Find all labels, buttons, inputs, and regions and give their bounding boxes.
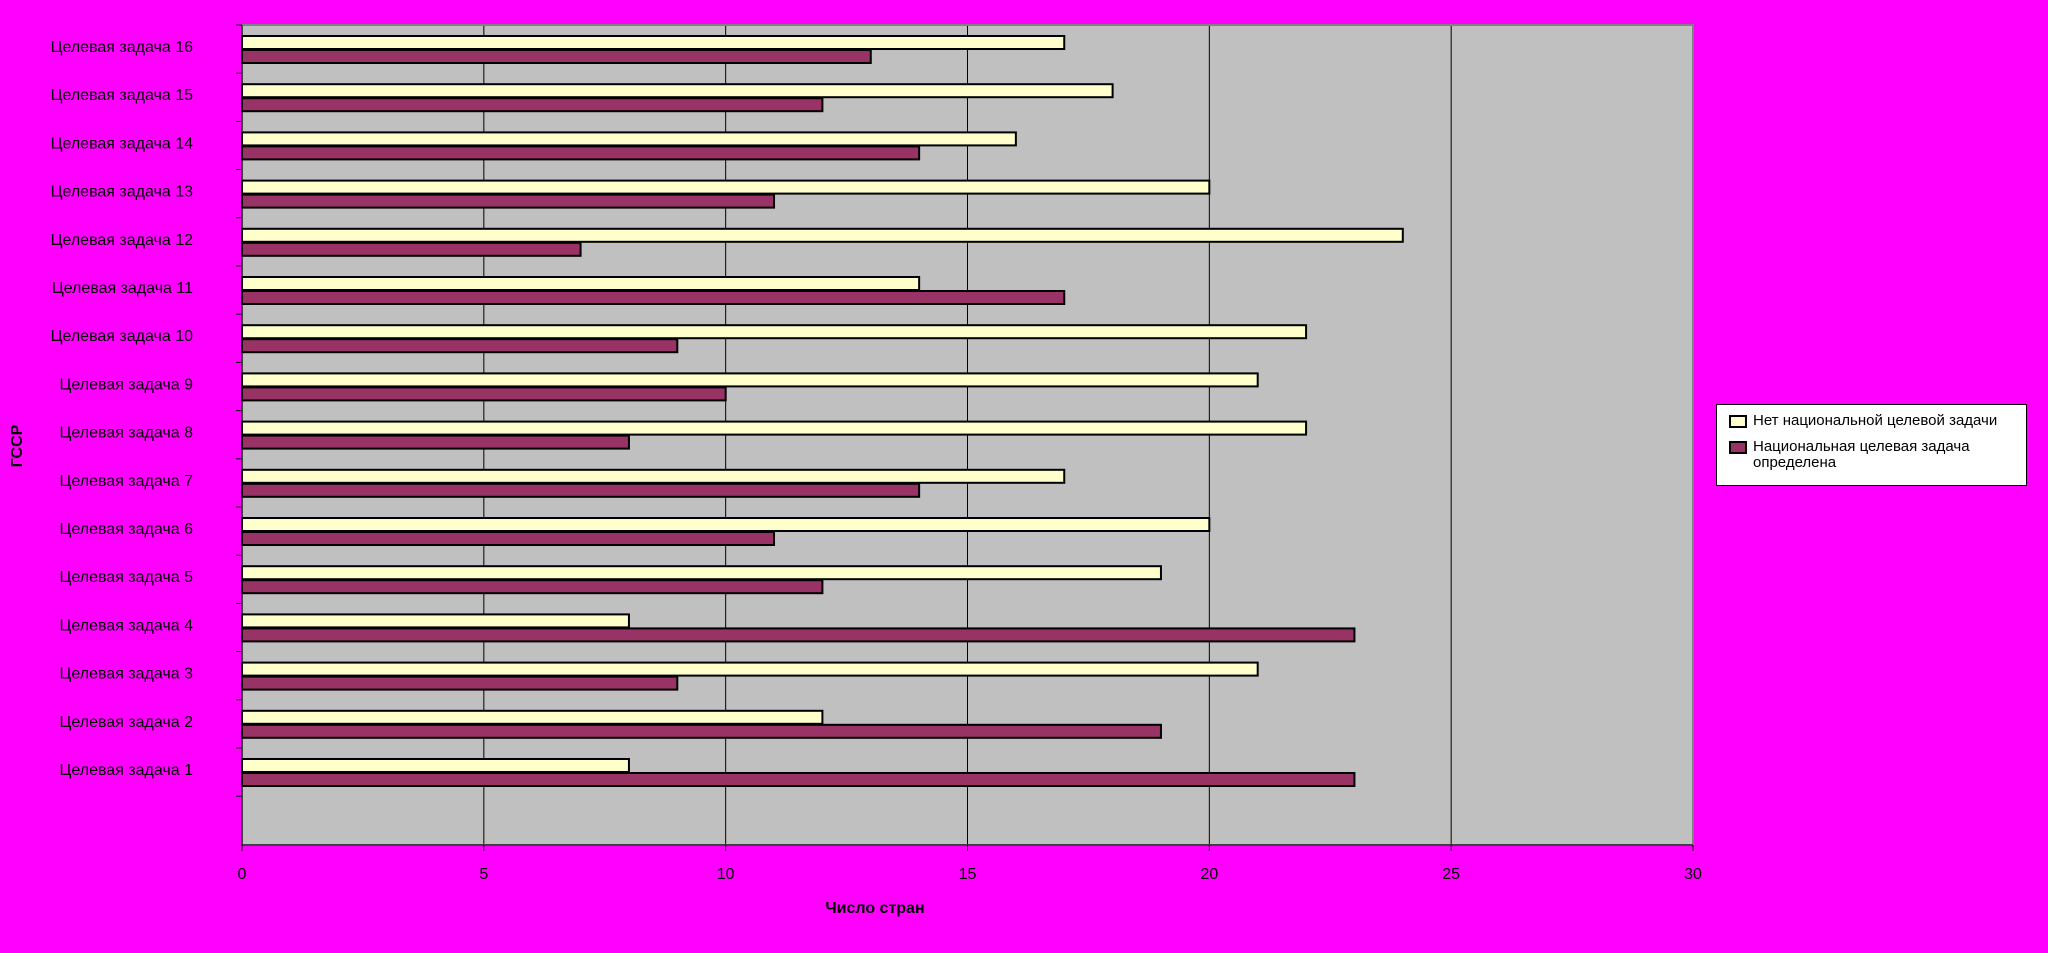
bar-target-defined [241,386,727,402]
category-label: Целевая задача 15 [51,87,193,104]
x-tick-label: 15 [959,866,977,883]
bar-no-target [241,565,1162,581]
bar-no-target [241,468,1066,484]
bar-no-target [241,517,1211,532]
bar-no-target [241,661,1259,677]
legend-item-no-target: Нет национальной целевой задачи [1729,413,2016,429]
bar-target-defined [241,772,1356,787]
y-axis-title: ГССР [9,424,26,467]
category-label: Целевая задача 12 [51,232,193,249]
bar-target-defined [241,675,679,691]
category-label: Целевая задача 8 [60,425,194,442]
bar-target-defined [241,290,1066,305]
bar-no-target [241,613,630,629]
legend: Нет национальной целевой задачи Национал… [1716,404,2027,486]
bar-target-defined [241,579,824,595]
bar-no-target [241,709,824,725]
category-label: Целевая задача 6 [60,521,194,538]
bar-target-defined [241,482,921,498]
category-label: Целевая задача 13 [51,184,193,201]
category-label: Целевая задача 10 [51,328,193,345]
bar-target-defined [241,241,582,257]
legend-label-target-defined: Национальная целевая задача определена [1753,438,1970,471]
x-tick-label: 25 [1442,866,1460,883]
bar-target-defined [241,531,776,546]
category-label: Целевая задача 3 [60,666,194,683]
bar-no-target [241,35,1066,50]
category-label: Целевая задача 5 [60,569,194,586]
bar-no-target [241,131,1017,147]
category-label: Целевая задача 1 [60,762,194,779]
category-label: Целевая задача 4 [60,617,194,634]
bar-no-target [241,276,921,291]
x-axis-title: Число стран [825,900,924,917]
bar-target-defined [241,338,679,354]
bar-no-target [241,83,1114,99]
bar-target-defined [241,627,1356,643]
x-tick-label: 5 [479,866,488,883]
category-label: Целевая задача 9 [60,376,194,393]
legend-swatch-no-target [1729,415,1747,428]
legend-swatch-target-defined [1729,441,1747,454]
x-tick-label: 20 [1200,866,1218,883]
category-label: Целевая задача 2 [60,714,194,731]
category-label: Целевая задача 14 [51,135,193,152]
bar-target-defined [241,97,824,113]
bar-no-target [241,758,630,773]
bar-target-defined [241,723,1162,739]
bar-no-target [241,372,1259,388]
x-tick-label: 30 [1684,866,1702,883]
category-label: Целевая задача 16 [51,39,193,56]
bar-target-defined [241,434,630,450]
legend-item-target-defined: Национальная целевая задача определена [1729,439,2016,471]
bar-no-target [241,227,1404,243]
category-label: Целевая задача 11 [52,280,193,297]
x-tick-label: 10 [717,866,735,883]
bar-target-defined [241,193,776,209]
legend-label-no-target: Нет национальной целевой задачи [1753,412,1998,429]
bar-no-target [241,420,1308,436]
bar-no-target [241,179,1211,195]
category-label: Целевая задача 7 [60,473,194,490]
bar-no-target [241,324,1308,340]
bar-target-defined [241,49,872,64]
x-tick-label: 0 [238,866,247,883]
bar-target-defined [241,145,921,161]
